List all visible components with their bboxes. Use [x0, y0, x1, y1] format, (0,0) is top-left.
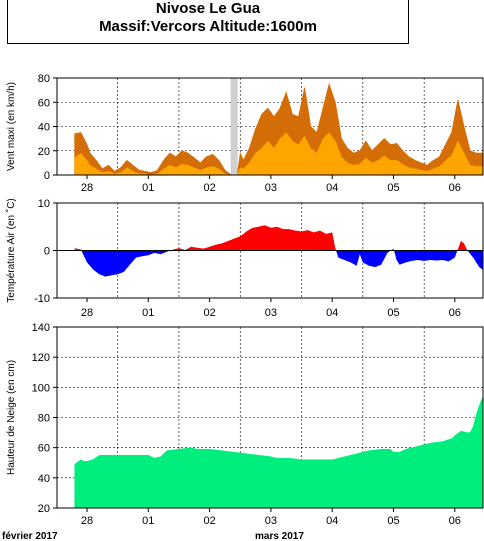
y-tick-label: 60 [38, 443, 50, 455]
x-tick-label: 01 [142, 182, 154, 194]
x-axis-start-label: février 2017 [2, 531, 58, 541]
x-tick-label: 06 [449, 515, 461, 527]
y-tick-label: 140 [32, 322, 50, 334]
x-tick-label: 02 [203, 515, 215, 527]
cold-clip [74, 250, 483, 277]
y-axis-label: Température Air (en ˚C) [5, 198, 17, 302]
y-tick-label: 80 [38, 73, 50, 85]
y-tick-label: -10 [34, 293, 50, 305]
x-axis-mid-label: mars 2017 [255, 531, 304, 541]
x-tick-label: 03 [265, 182, 277, 194]
y-tick-label: 100 [32, 382, 50, 394]
x-tick-label: 05 [387, 307, 399, 319]
x-tick-label: 01 [142, 515, 154, 527]
x-tick-label: 28 [81, 515, 93, 527]
x-tick-label: 05 [387, 515, 399, 527]
x-tick-label: 02 [203, 307, 215, 319]
wind-panel: 0 20 40 60 80 28 01 02 03 04 05 06 Vent maxi (en km/… [6, 73, 484, 194]
x-tick-label: 28 [81, 182, 93, 194]
chart-title-station: Nivose Le Gua [155, 0, 261, 17]
x-tick-label: 03 [265, 307, 277, 319]
wind-max-area [74, 82, 483, 175]
x-tick-label: 04 [326, 515, 338, 527]
y-tick-label: 20 [38, 503, 50, 515]
x-tick-label: 04 [326, 307, 338, 319]
x-tick-label: 03 [265, 515, 277, 527]
warm-clip [74, 225, 483, 251]
y-tick-label: 20 [38, 146, 50, 158]
y-tick-label: 40 [38, 473, 50, 485]
y-tick-label: 80 [38, 413, 50, 425]
x-tick-label: 02 [203, 182, 215, 194]
y-tick-label: 0 [44, 170, 50, 182]
wind-mean-area [74, 132, 483, 175]
y-tick-label: 0 [44, 246, 50, 258]
x-tick-label: 06 [449, 307, 461, 319]
panel-frame [56, 202, 484, 299]
title-box: Nivose Le Gua Massif:Vercors Altitude:16… [7, 0, 409, 44]
y-tick-label: 60 [38, 97, 50, 109]
chart-title-massif: Massif:Vercors Altitude:1600m [99, 18, 317, 35]
plot-area [74, 395, 483, 508]
x-tick-label: 01 [142, 307, 154, 319]
y-tick-label: 10 [38, 198, 50, 210]
y-tick-label: 40 [38, 122, 50, 134]
y-axis-label: Vent maxi (en km/h) [6, 82, 17, 171]
panel-frame [56, 326, 484, 509]
y-tick-label: 120 [32, 352, 50, 364]
y-axis-label: Hauteur de Neige (en cm) [6, 360, 17, 475]
snow-depth-panel: 20 40 60 80 100 120 140 28 01 02 03 04 05 06 Hauteur d… [6, 322, 484, 527]
x-tick-label: 04 [326, 182, 338, 194]
plot-area [74, 225, 483, 277]
temperature-above-zero-area [74, 225, 483, 251]
panel-frame [56, 77, 484, 176]
plot-area [74, 78, 483, 175]
missing-data-band [230, 78, 238, 175]
snow-depth-area [74, 395, 483, 508]
temperature-panel: -10 0 10 28 01 02 03 04 05 06 Température Air (en … [5, 198, 484, 319]
x-tick-label: 05 [387, 182, 399, 194]
x-tick-label: 28 [81, 307, 93, 319]
temperature-below-zero-area [74, 250, 483, 277]
x-tick-label: 06 [449, 182, 461, 194]
